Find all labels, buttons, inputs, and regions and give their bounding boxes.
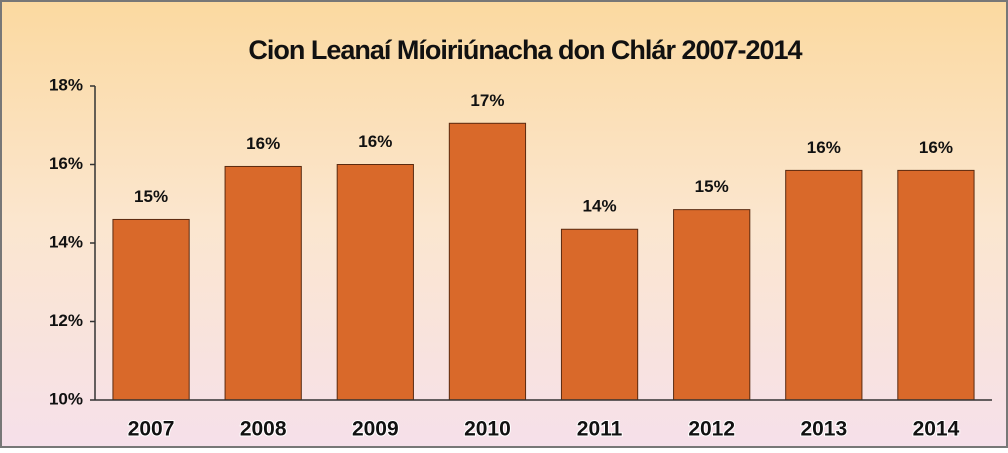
y-tick-label: 16% — [49, 154, 83, 173]
bar — [336, 164, 414, 401]
value-label: 16% — [807, 138, 841, 157]
x-tick-label: 2009 — [352, 418, 399, 441]
x-tick-label: 2007 — [128, 418, 175, 441]
y-tick-label: 14% — [49, 232, 83, 251]
bar — [448, 122, 527, 401]
x-tick-label: 2014 — [913, 418, 960, 441]
value-label: 14% — [583, 197, 617, 216]
value-label: 15% — [134, 187, 168, 206]
bar — [560, 228, 639, 401]
bar — [673, 209, 751, 401]
value-label: 16% — [919, 138, 953, 157]
bar — [112, 218, 190, 401]
bar — [785, 169, 863, 401]
x-tick-label: 2008 — [240, 418, 287, 441]
bar — [224, 165, 302, 401]
x-tick-label: 2010 — [464, 418, 511, 441]
value-label: 16% — [246, 134, 280, 153]
bar — [897, 169, 975, 401]
chart-title: Cion Leanaí Míoiriúnacha don Chlár 2007-… — [248, 35, 802, 65]
value-label: 15% — [695, 177, 729, 196]
value-label: 17% — [470, 91, 504, 110]
value-label: 16% — [358, 132, 392, 151]
y-tick-label: 18% — [49, 75, 83, 94]
y-tick-label: 12% — [49, 311, 83, 330]
x-tick-label: 2012 — [688, 418, 735, 441]
x-tick-label: 2011 — [577, 418, 623, 441]
y-tick-label: 10% — [49, 389, 83, 408]
x-tick-label: 2013 — [800, 418, 847, 441]
